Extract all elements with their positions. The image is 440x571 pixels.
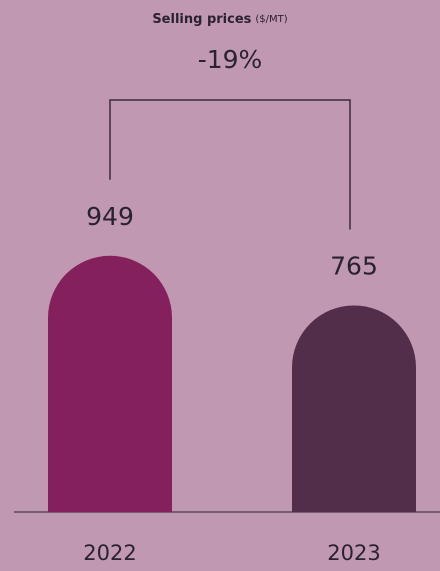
chart-title: Selling prices bbox=[152, 12, 251, 27]
chart-title-group: Selling prices ($/MT) bbox=[152, 12, 287, 27]
value-label: 949 bbox=[86, 202, 134, 231]
bar bbox=[48, 255, 172, 512]
change-annotation: -19% bbox=[198, 45, 263, 74]
change-bracket bbox=[109, 99, 351, 230]
value-label: 765 bbox=[330, 251, 378, 280]
x-tick-label: 2022 bbox=[83, 541, 136, 565]
x-tick-label: 2023 bbox=[327, 541, 380, 565]
unit-label: ($/MT) bbox=[255, 14, 287, 25]
bar bbox=[292, 305, 416, 512]
